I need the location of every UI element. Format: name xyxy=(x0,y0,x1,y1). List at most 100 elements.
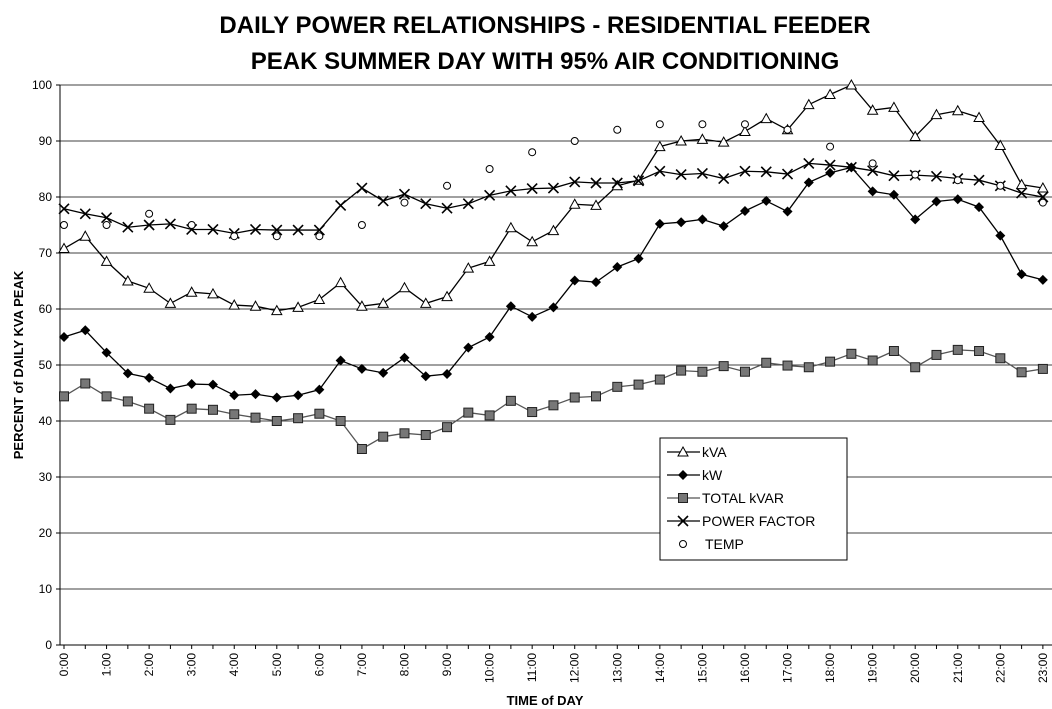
square-marker xyxy=(122,396,133,407)
square-marker xyxy=(910,362,921,373)
y-tick-label: 20 xyxy=(39,526,53,540)
diamond-marker xyxy=(676,217,687,228)
x-marker xyxy=(313,224,325,236)
diamond-marker xyxy=(314,384,325,395)
triangle-marker xyxy=(930,108,943,120)
square-marker xyxy=(335,416,346,426)
x-marker xyxy=(249,223,262,236)
x-tick-label: 4:00 xyxy=(227,653,241,677)
diamond-marker xyxy=(229,390,240,401)
x-marker xyxy=(973,174,985,186)
square-marker xyxy=(1016,367,1027,378)
triangle-marker xyxy=(505,221,517,233)
chart-title: PEAK SUMMER DAY WITH 95% AIR CONDITIONIN… xyxy=(251,48,840,75)
x-marker xyxy=(420,198,432,210)
diamond-marker xyxy=(378,367,389,378)
diamond-marker xyxy=(442,368,453,379)
circle-marker xyxy=(953,176,962,185)
square-marker xyxy=(952,344,963,355)
diamond-marker xyxy=(782,206,793,217)
x-marker xyxy=(462,198,474,210)
x-marker xyxy=(100,212,113,224)
x-tick-label: 22:00 xyxy=(993,653,1007,683)
circle-marker xyxy=(102,221,111,229)
diamond-marker xyxy=(101,347,112,358)
circle-marker xyxy=(996,181,1005,190)
circle-marker xyxy=(315,232,324,241)
legend-label: TEMP xyxy=(705,536,744,552)
square-marker xyxy=(420,430,431,440)
diamond-marker xyxy=(484,332,495,342)
circle-marker xyxy=(698,120,707,129)
circle-marker xyxy=(1038,198,1047,207)
x-marker xyxy=(292,224,304,236)
square-marker xyxy=(207,404,218,415)
chart-title: DAILY POWER RELATIONSHIPS - RESIDENTIAL … xyxy=(219,12,870,39)
x-tick-label: 23:00 xyxy=(1036,653,1050,683)
square-marker xyxy=(463,407,474,418)
legend-label: POWER FACTOR xyxy=(702,513,815,529)
circle-marker xyxy=(272,232,281,241)
x-marker xyxy=(718,172,730,185)
square-marker xyxy=(101,391,112,402)
diamond-marker xyxy=(612,262,623,272)
triangle-marker xyxy=(888,101,900,112)
diamond-marker xyxy=(910,214,921,225)
circle-marker xyxy=(655,120,664,129)
diamond-marker xyxy=(420,371,431,382)
x-marker xyxy=(441,202,453,214)
y-tick-label: 40 xyxy=(39,414,53,428)
triangle-marker xyxy=(675,134,687,146)
x-marker xyxy=(590,177,602,189)
diamond-marker xyxy=(888,189,899,200)
circle-marker xyxy=(570,137,579,145)
y-tick-label: 90 xyxy=(39,134,53,148)
x-tick-label: 3:00 xyxy=(185,653,199,677)
x-tick-label: 18:00 xyxy=(823,653,837,683)
x-marker xyxy=(888,170,900,182)
triangle-marker xyxy=(313,293,326,304)
square-marker xyxy=(527,407,538,418)
legend-label: kW xyxy=(702,467,723,483)
diamond-marker xyxy=(761,195,772,206)
triangle-marker xyxy=(483,255,496,266)
x-marker xyxy=(526,183,538,195)
square-marker xyxy=(165,414,176,425)
triangle-marker xyxy=(824,88,836,100)
square-marker xyxy=(761,357,772,368)
square-marker xyxy=(548,400,559,411)
square-marker xyxy=(803,362,814,373)
x-tick-label: 11:00 xyxy=(525,653,539,682)
x-marker xyxy=(739,165,751,177)
square-marker xyxy=(782,360,793,371)
x-tick-label: 6:00 xyxy=(312,653,326,677)
square-marker xyxy=(591,391,601,402)
x-marker xyxy=(271,224,283,236)
x-tick-label: 16:00 xyxy=(738,653,752,683)
square-marker xyxy=(633,379,644,390)
square-marker xyxy=(59,391,69,402)
square-marker xyxy=(995,353,1006,364)
x-tick-label: 2:00 xyxy=(142,653,156,677)
diamond-marker xyxy=(548,302,559,313)
x-tick-label: 13:00 xyxy=(610,653,624,683)
square-marker xyxy=(186,403,197,414)
triangle-marker xyxy=(994,139,1007,150)
diamond-marker xyxy=(718,221,729,232)
diamond-marker xyxy=(952,194,963,205)
x-marker xyxy=(143,219,155,231)
x-tick-label: 5:00 xyxy=(270,653,284,677)
square-marker xyxy=(293,413,304,424)
square-marker xyxy=(676,365,687,376)
diamond-marker xyxy=(995,230,1006,241)
triangle-marker xyxy=(590,199,602,210)
diamond-marker xyxy=(250,389,261,400)
x-marker xyxy=(505,185,517,197)
triangle-marker xyxy=(100,255,113,266)
x-marker xyxy=(930,170,943,182)
diamond-marker xyxy=(207,379,218,390)
diamond-marker xyxy=(633,253,644,264)
circle-marker xyxy=(740,120,749,129)
x-tick-label: 0:00 xyxy=(57,653,71,677)
diamond-marker xyxy=(463,342,474,353)
